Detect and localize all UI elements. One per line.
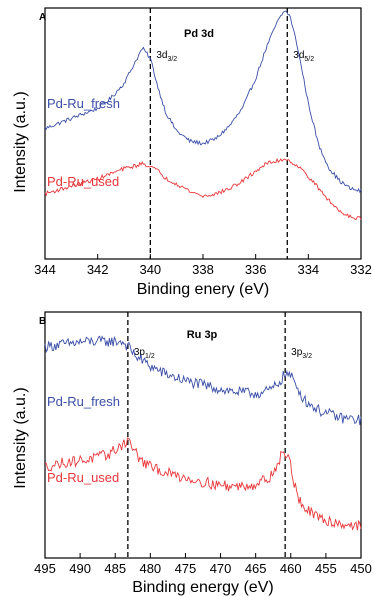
panel-b-x-tick-label: 485 (104, 561, 126, 576)
panel-a-axes: 344 342 340 338 336 334 332 (34, 7, 372, 277)
panel-b-letter: B (39, 316, 46, 327)
panel-b-series-fresh-line (44, 335, 362, 426)
panel-a-letter: A (39, 12, 46, 23)
panel-a-series-used-line (44, 157, 362, 221)
panel-a-y-axis-label: Intensity (a.u.) (12, 91, 29, 192)
panel-b-ru-3p: B Ru 3p Intensity (a.u.) Binding energy … (12, 311, 372, 596)
panel-b-y-axis-label: Intensity (a.u.) (12, 387, 29, 488)
panel-a-title: Pd 3d (184, 28, 214, 40)
panel-b-x-axis-label: Binding energy (eV) (132, 579, 273, 596)
panel-a-x-tick-label: 334 (297, 262, 319, 277)
panel-a-x-tick-label: 342 (87, 262, 109, 277)
panel-a-x-tick-label: 336 (245, 262, 267, 277)
panel-b-x-tick-label: 470 (210, 561, 232, 576)
panel-b-series-used-line (44, 437, 362, 531)
panel-b-series-used-label: Pd-Ru_used (47, 470, 119, 485)
panel-a-peak-guides: 3d3/2 3d5/2 (149, 8, 314, 259)
panel-a-series-used-label: Pd-Ru_used (47, 174, 119, 189)
panel-b-x-tick-label: 455 (315, 561, 337, 576)
panel-b-x-tick-label: 450 (350, 561, 372, 576)
panel-b-x-tick-label: 480 (139, 561, 161, 576)
panel-a-x-tick-label: 340 (139, 262, 161, 277)
panel-b-peak-guides: 3p1/2 3p3/2 (127, 312, 312, 558)
panel-a-x-axis-label: Binding enery (eV) (137, 281, 270, 298)
panel-a-series-fresh-line (44, 10, 362, 194)
panel-b-peak-label: 3p1/2 (134, 347, 155, 360)
panel-a-x-tick-label: 332 (350, 262, 372, 277)
panel-b-x-tick-label: 490 (69, 561, 91, 576)
panel-a-pd-3d: A Pd 3d Intensity (a.u.) Binding enery (… (12, 7, 372, 298)
panel-b-peak-label: 3p3/2 (291, 347, 312, 360)
panel-b-series (44, 335, 362, 531)
panel-b-x-tick-label: 475 (175, 561, 197, 576)
panel-a-frame (44, 7, 362, 260)
panel-b-title: Ru 3p (187, 329, 218, 341)
panel-b-frame (44, 311, 362, 559)
panel-a-x-tick-label: 344 (34, 262, 56, 277)
panel-b-x-tick-label: 465 (245, 561, 267, 576)
panel-a-x-tick-label: 338 (192, 262, 214, 277)
panel-a-peak-label: 3d5/2 (293, 50, 314, 63)
panel-b-axes: 495 490 485 480 475 470 465 460 455 450 (34, 311, 372, 576)
panel-a-series (44, 10, 362, 221)
panel-b-series-fresh-label: Pd-Ru_fresh (47, 394, 120, 409)
panel-b-x-tick-label: 460 (280, 561, 302, 576)
panel-b-x-tick-label: 495 (34, 561, 56, 576)
panel-a-series-fresh-label: Pd-Ru_fresh (47, 96, 120, 111)
panel-a-peak-label: 3d3/2 (156, 50, 177, 63)
